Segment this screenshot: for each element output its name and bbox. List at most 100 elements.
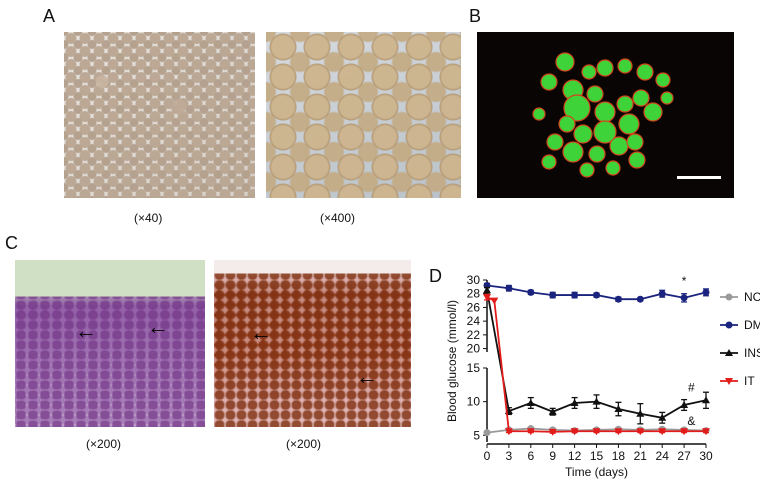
data-point [526,398,535,406]
islet-cell [605,160,621,176]
islet-cell [632,89,650,107]
x-tick-label: 12 [568,449,582,463]
x-tick-label: 9 [549,449,556,463]
data-point [658,290,666,298]
islet-cell [594,101,616,123]
data-point [680,401,689,408]
y-tick-label: 24 [467,314,481,328]
annotation-mark: * [682,274,687,288]
data-point [483,429,491,437]
panel-letter-b: B [469,6,482,26]
data-point [614,405,623,413]
y-tick-label: 5 [473,428,480,442]
islet-cell [586,85,604,103]
y-axis-label: Blood glucose (mmol/l) [445,300,459,422]
data-point [592,397,601,405]
islet-cell [596,59,614,77]
islet-cell [618,113,640,135]
data-point [549,291,557,299]
legend-label-ins: INS [744,346,760,360]
data-point [614,428,623,436]
micrograph-islets-x40 [64,32,255,198]
data-point [527,288,535,296]
islet-cell [617,58,633,74]
islet-cell [541,154,557,170]
data-point [571,291,579,299]
y-tick-label: 22 [467,328,481,342]
data-point [636,428,645,436]
legend-marker [725,349,733,356]
caption-c-right: (×200) [286,437,322,451]
islet-cell [546,133,564,151]
islet-cell [636,63,654,81]
x-tick-label: 21 [634,449,648,463]
fluorescence-micrograph [477,32,734,198]
y-tick-label: 20 [467,342,481,356]
data-point [570,428,579,436]
caption-a-right: (×400) [320,211,356,225]
islet-cell [616,95,634,113]
islet-cell [532,107,546,121]
arrow-left-icon: ← [147,314,169,339]
y-tick-label: 30 [467,273,481,287]
annotation-mark: & [687,414,695,428]
data-point [505,284,513,292]
data-point [570,398,579,406]
caption-a-left: (×40) [134,211,163,225]
y-tick-label: 10 [467,395,481,409]
x-tick-label: 15 [590,449,604,463]
data-point [483,294,491,302]
legend-marker [725,378,733,385]
data-point [526,428,535,436]
histology-immunostain: ← ← [214,260,411,427]
islet-cell [643,102,663,122]
histology-he-stain: ← ← [15,260,205,427]
y-tick-label: 26 [467,300,481,314]
islet-cell [562,141,584,163]
x-tick-label: 0 [484,449,491,463]
arrow-left-icon: ← [250,320,272,345]
islet-cell [558,115,576,133]
legend-label-nc: NC [744,290,760,304]
annotation-mark: # [688,381,695,395]
data-point [636,409,645,417]
islet-cell [573,124,593,144]
data-point [614,295,622,303]
panel-letter-d: D [429,266,442,286]
x-tick-label: 18 [612,449,626,463]
micrograph-islets-x400 [266,32,461,198]
islet-cell [593,120,617,144]
islet-cell [628,151,646,169]
y-tick-label: 15 [467,361,481,375]
series-line-it [486,296,706,433]
data-point [548,428,557,436]
data-point [592,428,601,436]
caption-c-left: (×200) [86,437,122,451]
islet-cell [655,72,671,88]
data-point [490,297,499,305]
data-point [636,295,644,303]
arrow-left-icon: ← [356,364,378,389]
data-point [548,407,557,415]
islet-cell [588,145,606,163]
data-point [658,428,667,436]
data-point [483,286,491,294]
legend-label-it: IT [744,374,755,388]
legend-label-dm: DM [744,318,760,332]
x-tick-label: 3 [506,449,513,463]
y-tick-label: 28 [467,287,481,301]
islet-cell [660,91,674,105]
x-tick-label: 27 [677,449,691,463]
legend-marker [725,321,733,329]
islet-cell [563,94,591,122]
data-point [702,428,710,436]
data-point [504,428,513,436]
data-point [702,396,710,404]
panel-letter-a: A [43,6,56,26]
data-point [702,288,710,296]
data-point [680,294,688,302]
data-point [680,428,689,436]
islet-cell [579,162,595,178]
fluorescence-islets [532,52,674,178]
